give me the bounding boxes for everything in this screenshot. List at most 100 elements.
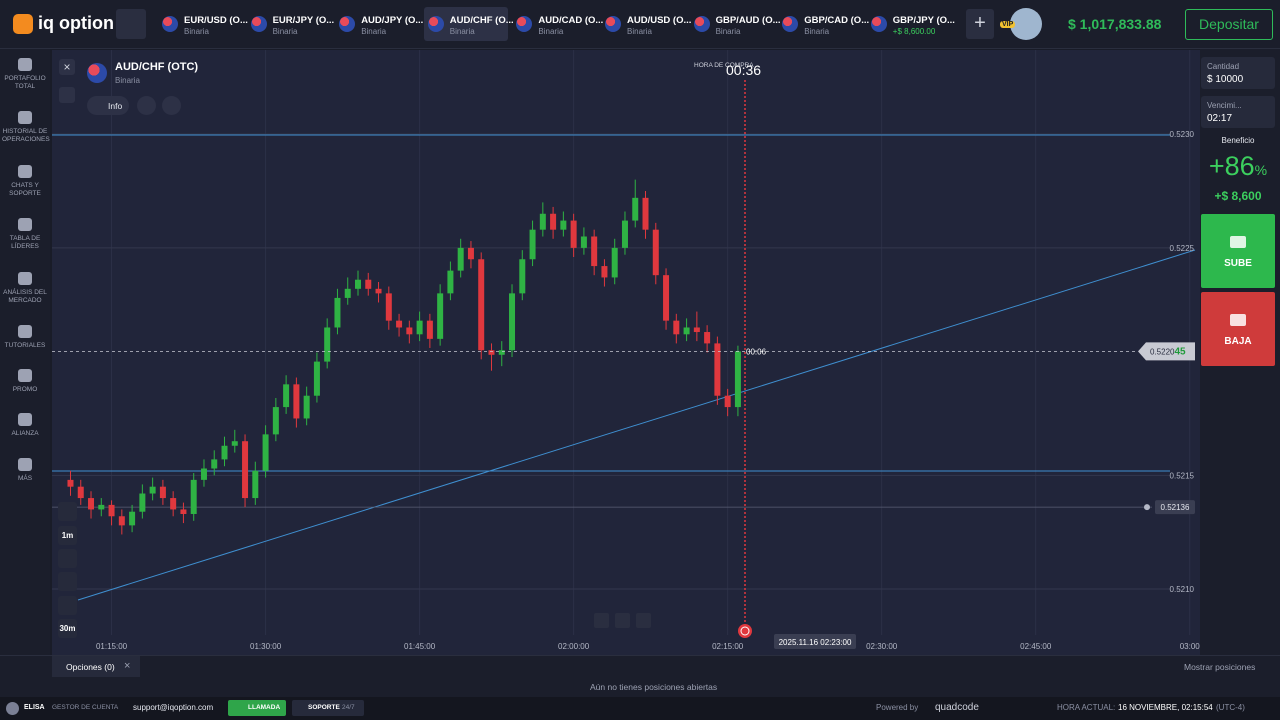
alert-button[interactable] [137, 96, 156, 115]
asset-tab[interactable]: EUR/USD (O... Binaria [158, 7, 248, 41]
candle-body [354, 279, 361, 289]
candle-body [621, 220, 628, 248]
asset-tab[interactable]: AUD/CAD (O... Binaria [512, 7, 603, 41]
timezone: (UTC-4) [1216, 703, 1245, 712]
asset-tab[interactable]: GBP/CAD (O... Binaria [778, 7, 869, 41]
alert-tag-bg [1155, 500, 1195, 515]
sidebar-item[interactable]: PORTAFOLIO TOTAL [0, 58, 50, 91]
add-tab[interactable]: + [966, 9, 994, 39]
candle-body [529, 229, 536, 260]
sidebar-item[interactable]: ANÁLISIS DEL MERCADO [0, 272, 50, 305]
candle-body [704, 332, 711, 344]
tab-flag [339, 16, 356, 32]
tab-name: AUD/JPY (O... [361, 15, 424, 26]
options-tab-close[interactable]: × [124, 660, 131, 672]
amount-box[interactable]: Cantidad $ 10000 [1201, 57, 1275, 89]
wave-tool[interactable] [58, 596, 77, 615]
candle-body [375, 288, 382, 294]
candle-body [519, 259, 526, 294]
sidebar-item[interactable]: TABLA DE LÍDERES [0, 218, 50, 251]
logo[interactable]: iq option [38, 13, 114, 33]
sidebar-label: ANÁLISIS DEL MERCADO [3, 289, 47, 304]
sidebar-item[interactable]: MÁS [0, 458, 50, 483]
asset-tab[interactable]: GBP/AUD (O... Binaria [690, 7, 781, 41]
call-label: LLAMADA [248, 704, 281, 711]
sidebar-item[interactable]: TUTORIALES [0, 325, 50, 350]
period[interactable]: 30m [58, 619, 77, 638]
drawing-tool[interactable] [58, 572, 77, 591]
candle-body [190, 479, 197, 514]
tab-sub: Binaria [449, 27, 475, 36]
x-tick-label: 01:30:00 [250, 642, 282, 651]
candle-body [293, 384, 300, 419]
sidebar-item[interactable]: ALIANZA [0, 413, 50, 438]
x-tick-label: 02:45:00 [1020, 642, 1052, 651]
asset-tab[interactable]: AUD/CHF (O... Binaria [423, 7, 514, 41]
asset-tab[interactable]: GBP/JPY (O... +$ 8,600.00 [867, 7, 955, 41]
pct-sign: % [1254, 162, 1268, 178]
candle-body [272, 407, 279, 435]
sidebar-item[interactable]: HISTORIAL DE OPERACIONES [0, 111, 50, 144]
vip-badge: VIP [1000, 21, 1016, 28]
candle-body [601, 266, 608, 278]
candle-body [539, 213, 546, 230]
tab-name: EUR/JPY (O... [272, 15, 335, 26]
candle-body [231, 441, 238, 446]
info-pill[interactable]: Info [87, 96, 129, 115]
candle-body [734, 351, 741, 408]
deposit-button[interactable]: Depositar [1185, 9, 1273, 40]
expand-chart[interactable] [59, 87, 75, 103]
sidebar-icon [18, 413, 32, 426]
x-tick-label: 02:30:00 [866, 642, 898, 651]
candle-body [149, 486, 156, 494]
sidebar-label: CHATS Y SOPORTE [9, 182, 41, 197]
candle-body [242, 441, 249, 499]
candle-body [457, 247, 464, 271]
avatar[interactable] [1010, 8, 1042, 40]
alert-tag: 0.52136 [1161, 503, 1190, 512]
balance[interactable]: $ 1,017,833.88 [1068, 16, 1162, 32]
zoom-out[interactable] [594, 613, 609, 628]
logo-icon [13, 14, 33, 34]
candle-body [324, 327, 331, 362]
candle-body [88, 498, 95, 510]
grid-button[interactable] [116, 9, 146, 39]
zoom-in[interactable] [636, 613, 651, 628]
favorite-button[interactable] [162, 96, 181, 115]
options-tab[interactable]: Opciones (0) × [52, 656, 140, 677]
up-button[interactable]: SUBE [1201, 214, 1275, 288]
candle-size[interactable]: 1m [58, 526, 77, 545]
tab-flag [693, 16, 710, 32]
tab-flag [162, 16, 178, 32]
sidebar-icon [18, 458, 32, 471]
tab-name: EUR/USD (O... [184, 15, 248, 26]
support-button[interactable]: SOPORTE 24/7 [292, 700, 364, 716]
candle-body [283, 384, 290, 408]
expiry-box[interactable]: Vencimi... 02:17 [1201, 96, 1275, 128]
y-tick-label: 0.5225 [1170, 244, 1195, 253]
down-button[interactable]: BAJA [1201, 292, 1275, 366]
sidebar-icon [18, 111, 32, 124]
x-tick-label: 02:00:00 [558, 642, 590, 651]
candle-body [632, 197, 639, 221]
asset-tab[interactable]: EUR/JPY (O... Binaria [247, 7, 334, 41]
purchase-clock-face [740, 626, 750, 636]
sidebar-item[interactable]: CHATS Y SOPORTE [0, 165, 50, 198]
candle-body [426, 320, 433, 339]
close-chart[interactable]: × [59, 59, 75, 75]
asset-tab[interactable]: AUD/JPY (O... Binaria [335, 7, 423, 41]
asset-name[interactable]: AUD/CHF (OTC) [115, 61, 199, 73]
support-email[interactable]: support@iqoption.com [133, 703, 214, 712]
sidebar-item[interactable]: PROMO [0, 369, 50, 394]
call-button[interactable]: LLAMADA [228, 700, 286, 716]
candle-body [714, 343, 721, 396]
chart-type-tool[interactable] [58, 502, 77, 521]
indicators-tool[interactable] [58, 549, 77, 568]
tab-sub: Binaria [627, 27, 652, 36]
current-time: 16 NOVIEMBRE, 02:15:54 [1118, 703, 1213, 712]
show-positions[interactable]: Mostrar posiciones [1184, 662, 1256, 672]
zoom-reset[interactable] [615, 613, 630, 628]
asset-tab[interactable]: AUD/USD (O... Binaria [601, 7, 691, 41]
candle-body [396, 320, 403, 328]
